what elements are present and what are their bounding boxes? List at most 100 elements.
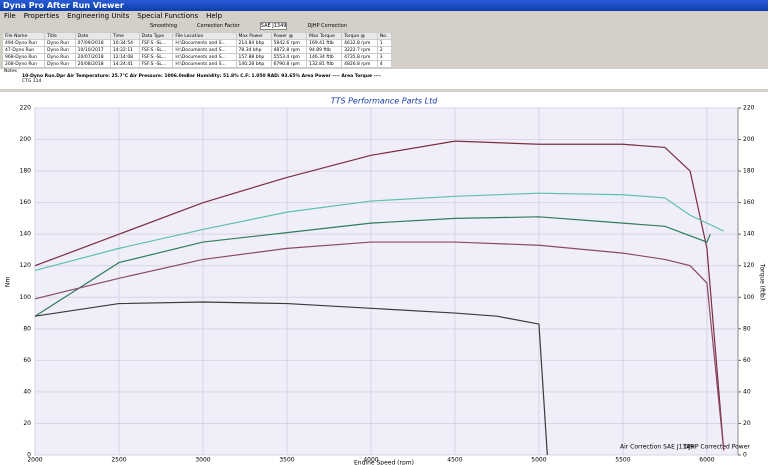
- cell: 3222.7 rpm: [341, 46, 378, 54]
- y2-tick-label: 200: [743, 136, 755, 143]
- cell: 20/08/2018: [74, 60, 111, 68]
- x-tick-label: 5500: [615, 457, 630, 464]
- cf-value[interactable]: SAE J1349: [259, 22, 288, 30]
- y-tick-label: 100: [20, 294, 32, 301]
- cell: 4632.8 rpm: [341, 39, 378, 47]
- column-header[interactable]: Max Power: [235, 32, 272, 40]
- y2-tick-label: 220: [743, 105, 755, 112]
- cell: 5553.4 rpm: [270, 53, 308, 61]
- run-row[interactable]: 968-Dyno Run Dyno Run 20/07/2018 12:14:08 FS…: [1, 53, 393, 61]
- run-row[interactable]: 494-Dyno Run Dyno Run 07/09/2018 10:34:54 FS…: [1, 39, 393, 47]
- cell: 94.89 ftlb: [306, 46, 343, 54]
- column-header[interactable]: File Name: [1, 32, 46, 40]
- x-tick-label: 6000: [699, 457, 714, 464]
- cell: 157.88 bhp: [235, 53, 272, 61]
- column-header[interactable]: Torque @: [341, 32, 378, 40]
- notes-label: Notes: [4, 69, 17, 74]
- cell: 12:14:08: [109, 53, 140, 61]
- y-tick-label: 180: [20, 168, 32, 175]
- cell: 494-Dyno Run: [1, 39, 46, 47]
- cell: FSF:S -SL...: [138, 39, 174, 47]
- cell: FSF:S -SL...: [138, 46, 174, 54]
- menu-bar: File Properties Engineering Units Special F…: [0, 11, 768, 21]
- series-line: [34, 216, 711, 317]
- chart-title: TTS Performance Parts Ltd: [331, 97, 439, 106]
- cell: 214.84 bhp: [235, 39, 272, 47]
- menu-item[interactable]: Properties: [23, 12, 60, 20]
- column-header[interactable]: Max Torque: [306, 32, 343, 40]
- chart: TTS Performance Parts Ltd 0 20 40 60 80 100 12…: [0, 92, 768, 465]
- x-tick-label: 3000: [195, 457, 210, 464]
- annotation: Air Correction SAE J1349: [620, 444, 694, 451]
- cell: 10:34:54: [109, 39, 140, 47]
- x-tick-label: 3500: [279, 457, 294, 464]
- cell: H:\Documents and S...: [172, 46, 237, 54]
- cell: 132.81 ftlb: [306, 60, 343, 68]
- column-header[interactable]: Title: [44, 32, 76, 40]
- cell: 4826.8 rpm: [341, 60, 378, 68]
- x-tick-label: 2000: [27, 457, 42, 464]
- y-tick-label: 60: [23, 357, 31, 364]
- y2-axis-label: Torque (ftlb): [759, 263, 766, 300]
- column-header[interactable]: Time: [109, 32, 140, 40]
- y2-tick-label: 180: [743, 168, 755, 175]
- cell: 14:22:11: [109, 46, 140, 54]
- smoothing[interactable]: Smoothing: [150, 23, 178, 29]
- annotation: DJHP Corrected Power: [684, 444, 750, 451]
- notes-line: 10-Dyno Run.Dpr Air Temperature: 25.7°C …: [22, 74, 382, 79]
- run-row[interactable]: 208-Dyno Run Dyno Run 20/08/2018 14:24:41 FS…: [1, 60, 393, 68]
- series-line: [34, 241, 725, 451]
- cell: 3: [376, 53, 393, 61]
- header-row: File Name Title Date Time Data Type File Loca…: [1, 32, 393, 40]
- cell: FSF:S -SL...: [138, 53, 174, 61]
- y-tick-label: 200: [20, 136, 32, 143]
- plot-area: [34, 107, 739, 456]
- x-tick-label: 4000: [363, 457, 378, 464]
- y2-tick-label: 100: [743, 294, 755, 301]
- menu-item[interactable]: Help: [206, 12, 223, 20]
- cell: 146.34 ftlb: [306, 53, 343, 61]
- cell: 208-Dyno Run: [1, 60, 46, 68]
- y-tick-label: 20: [23, 420, 31, 427]
- x-tick-label: 4500: [447, 457, 462, 464]
- cell: H:\Documents and S...: [172, 53, 237, 61]
- cf-label: Correction Factor: [197, 23, 240, 29]
- y-tick-label: 160: [20, 199, 32, 206]
- cell: Dyno Run: [44, 39, 76, 47]
- column-header[interactable]: File Location: [172, 32, 237, 40]
- menu-item[interactable]: File: [4, 12, 16, 20]
- cell: H:\Documents and S...: [172, 39, 237, 47]
- cell: H:\Documents and S...: [172, 60, 237, 68]
- cell: 14:24:41: [109, 60, 140, 68]
- column-header[interactable]: Power @: [270, 32, 308, 40]
- cell: 20/07/2018: [74, 53, 111, 61]
- column-header[interactable]: Date: [74, 32, 111, 40]
- y2-tick-label: 40: [743, 388, 751, 395]
- y-tick-label: 40: [23, 388, 31, 395]
- menu-item[interactable]: Engineering Units: [67, 12, 130, 20]
- djhp[interactable]: DJHP Correction: [307, 23, 347, 29]
- y2-tick-label: 120: [743, 262, 755, 269]
- y-tick-label: 0: [27, 452, 31, 459]
- cell: Dyno Run: [44, 53, 76, 61]
- run-table: File Name Title Date Time Data Type File Loca…: [1, 32, 393, 68]
- run-row[interactable]: 47-Dyno Run Dyno Run 10/10/2017 14:22:11 FSF…: [1, 46, 393, 54]
- series-line: [34, 192, 724, 272]
- y-tick-label: 120: [20, 262, 32, 269]
- menu-item[interactable]: Special Functions: [137, 12, 199, 20]
- cell: 4872.8 rpm: [270, 46, 308, 54]
- series-line: [34, 301, 548, 456]
- cell: 140.28 bhp: [235, 60, 272, 68]
- cell: 169.41 ftlb: [306, 39, 343, 47]
- cell: 78.34 bhp: [235, 46, 272, 54]
- cell: FSF:S -SL...: [138, 60, 174, 68]
- column-header[interactable]: Data Type: [138, 32, 174, 40]
- cell: 4735.8 rpm: [341, 53, 378, 61]
- notes-line: CTG 114: [22, 79, 42, 84]
- y2-tick-label: 0: [743, 452, 747, 459]
- x-tick-label: 2500: [111, 457, 126, 464]
- toolbar: Smoothing Correction Factor SAE J1349 DJHP …: [0, 21, 768, 32]
- cell: 47-Dyno Run: [1, 46, 46, 54]
- y-axis-label: Nm: [5, 277, 12, 287]
- column-header[interactable]: No.: [376, 32, 393, 40]
